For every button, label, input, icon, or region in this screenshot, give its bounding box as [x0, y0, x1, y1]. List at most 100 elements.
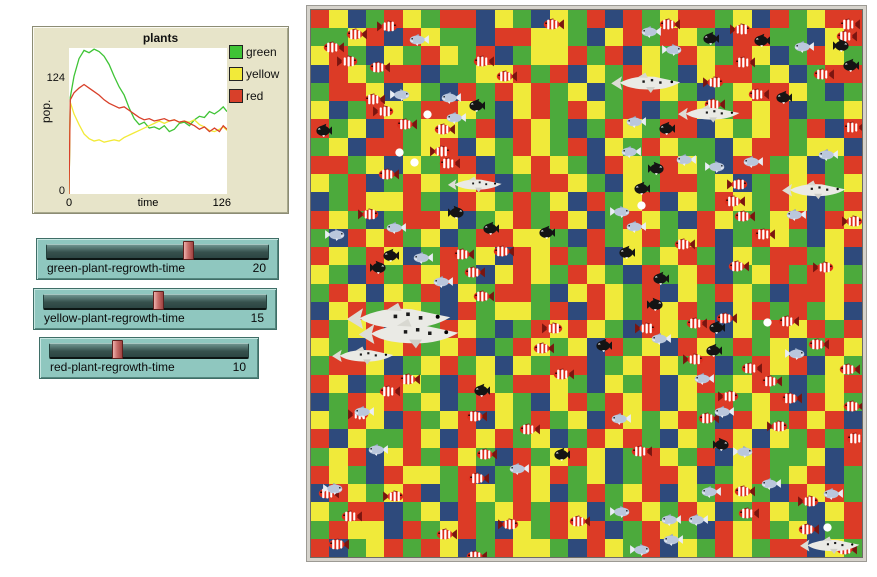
clownfish-sprite: [813, 261, 835, 274]
clownfish-sprite: [345, 28, 367, 41]
patch: [586, 265, 605, 284]
patch: [659, 192, 679, 211]
patch: [494, 429, 514, 448]
patch: [770, 46, 789, 65]
patch: [586, 319, 605, 339]
slider-yellow-plant-regrowth-time[interactable]: yellow-plant-regrowth-time 15: [33, 288, 277, 330]
patch: [531, 174, 550, 193]
slider-value: 10: [232, 360, 246, 374]
patch: [366, 374, 385, 393]
patch: [494, 210, 514, 229]
slider-red-plant-regrowth-time[interactable]: red-plant-regrowth-time 10: [39, 337, 259, 379]
clownfish-sprite: [363, 93, 385, 106]
patch: [770, 356, 789, 375]
patch: [402, 101, 422, 120]
patch: [678, 301, 697, 320]
patch: [623, 374, 642, 393]
patch: [457, 64, 477, 83]
patch: [549, 392, 569, 412]
patch: [659, 374, 679, 393]
slider-handle[interactable]: [112, 340, 124, 359]
patch: [788, 319, 807, 339]
patch: [384, 447, 403, 466]
patch: [311, 210, 330, 229]
patch: [513, 356, 532, 375]
patch: [311, 82, 330, 102]
patch: [311, 137, 330, 156]
patch: [586, 374, 605, 393]
patch: [678, 283, 697, 302]
patch: [806, 374, 826, 393]
slider-groove[interactable]: [46, 244, 269, 260]
black-fish-sprite: [538, 225, 555, 240]
patch: [494, 447, 514, 466]
patch: [549, 64, 569, 83]
patch: [311, 192, 330, 211]
world-view: [306, 5, 867, 562]
patch: [733, 10, 752, 29]
patch: [770, 265, 789, 284]
patch: [568, 101, 587, 120]
patch: [586, 392, 605, 412]
patch: [439, 392, 458, 412]
patch: [421, 502, 440, 521]
patch: [751, 392, 771, 412]
patch: [604, 520, 624, 539]
patch: [623, 10, 642, 29]
y-axis-max-label: 124: [46, 72, 65, 84]
patch: [788, 101, 807, 120]
patch: [733, 119, 752, 138]
patch: [531, 119, 550, 138]
patch: [476, 520, 495, 539]
patch: [549, 502, 569, 521]
patch: [531, 374, 550, 393]
patch: [513, 247, 532, 266]
black-fish-sprite: [658, 121, 675, 136]
patch: [494, 374, 514, 393]
patch: [641, 411, 660, 430]
legend-swatch-green: [229, 45, 243, 59]
patch: [806, 301, 826, 320]
patch: [366, 228, 385, 248]
clownfish-sprite: [438, 157, 460, 170]
patch: [678, 429, 697, 448]
patch: [311, 64, 330, 83]
patch: [843, 374, 862, 393]
clownfish-sprite: [373, 105, 395, 118]
series-line-green: [69, 49, 227, 194]
patch: [696, 64, 716, 83]
slider-green-plant-regrowth-time[interactable]: green-plant-regrowth-time 20: [36, 238, 279, 280]
patch: [659, 356, 679, 375]
patch: [476, 155, 495, 175]
patch: [421, 283, 440, 302]
patch: [402, 429, 422, 448]
patch: [696, 301, 716, 320]
patch: [439, 538, 458, 557]
patch: [329, 137, 348, 156]
patch: [751, 265, 771, 284]
patch: [384, 155, 403, 175]
patch: [311, 392, 330, 412]
slider-groove[interactable]: [49, 343, 249, 359]
patch: [806, 502, 826, 521]
patch: [568, 301, 587, 320]
patch: [402, 392, 422, 412]
patch: [770, 502, 789, 521]
patch: [806, 155, 826, 175]
patch: [531, 465, 550, 485]
clownfish-sprite: [733, 56, 755, 69]
legend-item-red: red: [229, 89, 279, 103]
patch: [678, 265, 697, 284]
patch: [678, 210, 697, 229]
clownfish-sprite: [730, 23, 752, 36]
patch: [715, 28, 734, 47]
patch: [623, 465, 642, 485]
patch: [586, 465, 605, 485]
patch: [659, 520, 679, 539]
gray-fish-sprite: [353, 405, 374, 419]
patch: [366, 174, 385, 193]
shark-sprite: [781, 180, 847, 200]
slider-handle[interactable]: [152, 291, 164, 310]
slider-handle[interactable]: [182, 241, 194, 260]
patch: [751, 520, 771, 539]
